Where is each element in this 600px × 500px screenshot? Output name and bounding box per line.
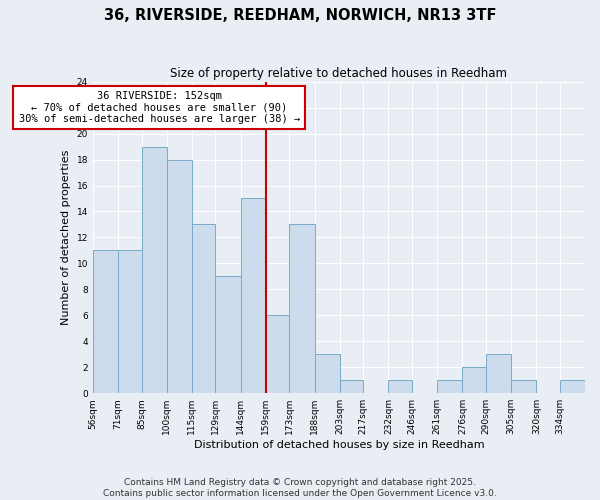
Text: 36, RIVERSIDE, REEDHAM, NORWICH, NR13 3TF: 36, RIVERSIDE, REEDHAM, NORWICH, NR13 3T… (104, 8, 496, 22)
Bar (215, 276, 241, 393)
Y-axis label: Number of detached properties: Number of detached properties (61, 150, 71, 325)
Bar (289, 224, 314, 393)
Bar (340, 380, 363, 393)
Bar (511, 380, 536, 393)
Bar (192, 224, 215, 393)
Bar (266, 316, 289, 393)
Text: Contains HM Land Registry data © Crown copyright and database right 2025.
Contai: Contains HM Land Registry data © Crown c… (103, 478, 497, 498)
Title: Size of property relative to detached houses in Reedham: Size of property relative to detached ho… (170, 68, 508, 80)
Bar (118, 250, 142, 393)
Bar (560, 380, 585, 393)
Bar (93, 250, 118, 393)
X-axis label: Distribution of detached houses by size in Reedham: Distribution of detached houses by size … (194, 440, 484, 450)
Bar (314, 354, 340, 393)
Bar (463, 367, 486, 393)
Bar (486, 354, 511, 393)
Bar (241, 198, 266, 393)
Bar (142, 146, 167, 393)
Bar (437, 380, 463, 393)
Text: 36 RIVERSIDE: 152sqm
← 70% of detached houses are smaller (90)
30% of semi-detac: 36 RIVERSIDE: 152sqm ← 70% of detached h… (19, 91, 300, 124)
Bar (167, 160, 192, 393)
Bar (388, 380, 412, 393)
